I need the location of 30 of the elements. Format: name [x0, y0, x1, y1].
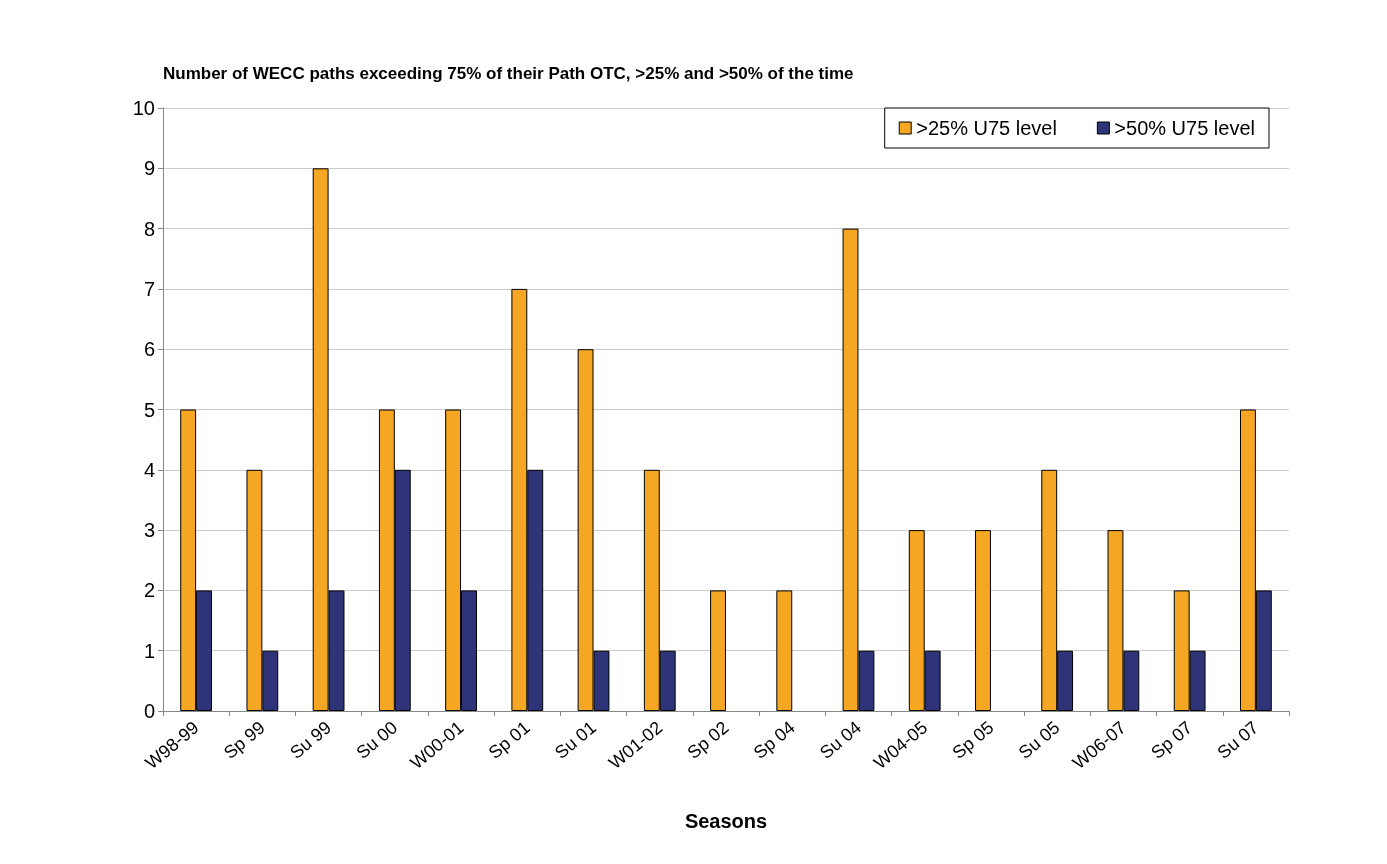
x-tick-label: Sp 07 [1147, 717, 1197, 763]
chart-title: Number of WECC paths exceeding 75% of their Path OTC, >25% and >50% of the time [163, 64, 854, 83]
y-tick-label: 9 [143, 157, 155, 180]
x-tick-label: Sp 01 [484, 717, 534, 763]
x-tick-label: Su 07 [1213, 717, 1263, 763]
y-tick-label: 0 [143, 700, 155, 722]
x-axis-title: Seasons [684, 810, 768, 832]
bar [710, 590, 726, 711]
bar [975, 530, 991, 711]
x-tick-label: Sp 02 [683, 717, 733, 763]
x-tick-label: Su 04 [816, 717, 865, 763]
y-tick-label: 10 [132, 97, 155, 119]
y-tick-label: 4 [143, 458, 155, 481]
legend-label: >50% U75 level [1114, 117, 1256, 139]
y-tick-label: 3 [143, 519, 155, 542]
x-tick-label: Sp 05 [948, 717, 998, 763]
x-tick-label: Sp 04 [749, 717, 799, 763]
x-tick-label: Sp 99 [219, 717, 269, 763]
legend-label: >25% U75 level [916, 117, 1057, 139]
x-tick-label: Su 00 [352, 717, 402, 763]
y-tick-label: 2 [143, 579, 155, 602]
x-tick-label: Su 05 [1014, 717, 1064, 763]
y-tick-label: 7 [143, 277, 155, 300]
x-tick-label: Su 01 [551, 717, 600, 763]
y-tick-label: 5 [143, 398, 155, 421]
y-tick-label: 6 [143, 338, 155, 361]
y-tick-label: 1 [143, 639, 155, 662]
y-tick-label: 8 [143, 217, 155, 240]
bar [776, 590, 793, 711]
x-tick-label: Su 99 [286, 717, 336, 763]
